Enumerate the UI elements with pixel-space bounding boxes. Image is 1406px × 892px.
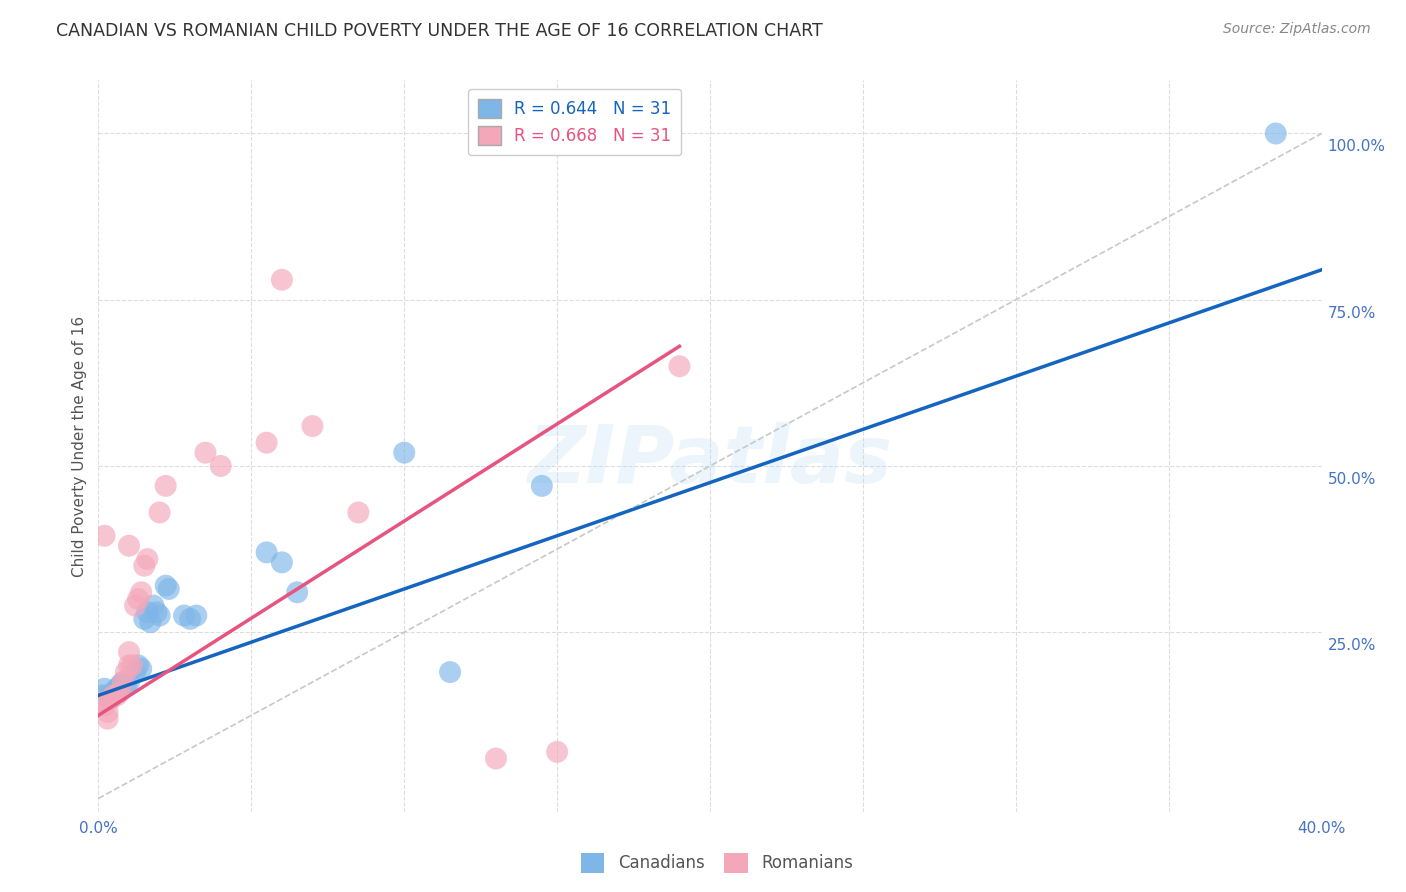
Point: [270, 273, 292, 287]
Point: [179, 612, 201, 626]
Point: [127, 591, 149, 606]
Point: [285, 585, 308, 599]
Point: [142, 599, 165, 613]
Point: [155, 579, 177, 593]
Point: [145, 605, 167, 619]
Point: [100, 691, 122, 706]
Point: [439, 665, 461, 679]
Point: [173, 608, 195, 623]
Point: [136, 552, 159, 566]
Point: [134, 612, 156, 626]
Point: [127, 658, 149, 673]
Point: [129, 662, 152, 676]
Point: [186, 608, 208, 623]
Point: [90, 689, 112, 703]
Point: [93, 681, 115, 696]
Point: [155, 479, 177, 493]
Point: [256, 435, 278, 450]
Point: [118, 658, 141, 673]
Point: [108, 678, 131, 692]
Point: [111, 675, 134, 690]
Point: [103, 689, 125, 703]
Point: [256, 545, 278, 559]
Point: [194, 445, 217, 459]
Point: [157, 582, 180, 596]
Point: [121, 658, 143, 673]
Point: [108, 685, 131, 699]
Point: [209, 458, 232, 473]
Y-axis label: Child Poverty Under the Age of 16: Child Poverty Under the Age of 16: [72, 316, 87, 576]
Point: [129, 585, 152, 599]
Point: [124, 599, 146, 613]
Point: [118, 539, 141, 553]
Point: [93, 698, 115, 713]
Text: 25.0%: 25.0%: [1327, 638, 1376, 653]
Point: [93, 529, 115, 543]
Point: [149, 608, 172, 623]
Text: 100.0%: 100.0%: [1327, 139, 1386, 154]
Text: ZIPatlas: ZIPatlas: [527, 422, 893, 500]
Point: [392, 445, 416, 459]
Point: [118, 675, 141, 690]
Point: [139, 615, 162, 630]
Point: [118, 645, 141, 659]
Text: 50.0%: 50.0%: [1327, 472, 1376, 487]
Point: [136, 605, 159, 619]
Point: [134, 558, 156, 573]
Point: [111, 675, 134, 690]
Point: [103, 685, 125, 699]
Text: CANADIAN VS ROMANIAN CHILD POVERTY UNDER THE AGE OF 16 CORRELATION CHART: CANADIAN VS ROMANIAN CHILD POVERTY UNDER…: [56, 22, 823, 40]
Point: [1264, 127, 1286, 141]
Point: [546, 745, 568, 759]
Text: 75.0%: 75.0%: [1327, 306, 1376, 320]
Point: [530, 479, 553, 493]
Point: [668, 359, 690, 374]
Point: [90, 695, 112, 709]
Legend: Canadians, Romanians: Canadians, Romanians: [575, 847, 859, 880]
Point: [124, 665, 146, 679]
Point: [347, 506, 370, 520]
Point: [270, 555, 292, 569]
Point: [97, 705, 120, 719]
Point: [105, 689, 128, 703]
Point: [301, 419, 323, 434]
Point: [105, 681, 128, 696]
Point: [115, 665, 138, 679]
Text: Source: ZipAtlas.com: Source: ZipAtlas.com: [1223, 22, 1371, 37]
Point: [97, 712, 120, 726]
Legend: R = 0.644   N = 31, R = 0.668   N = 31: R = 0.644 N = 31, R = 0.668 N = 31: [468, 88, 682, 155]
Point: [115, 678, 138, 692]
Point: [485, 751, 508, 765]
Point: [149, 506, 172, 520]
Point: [97, 689, 120, 703]
Point: [100, 691, 122, 706]
